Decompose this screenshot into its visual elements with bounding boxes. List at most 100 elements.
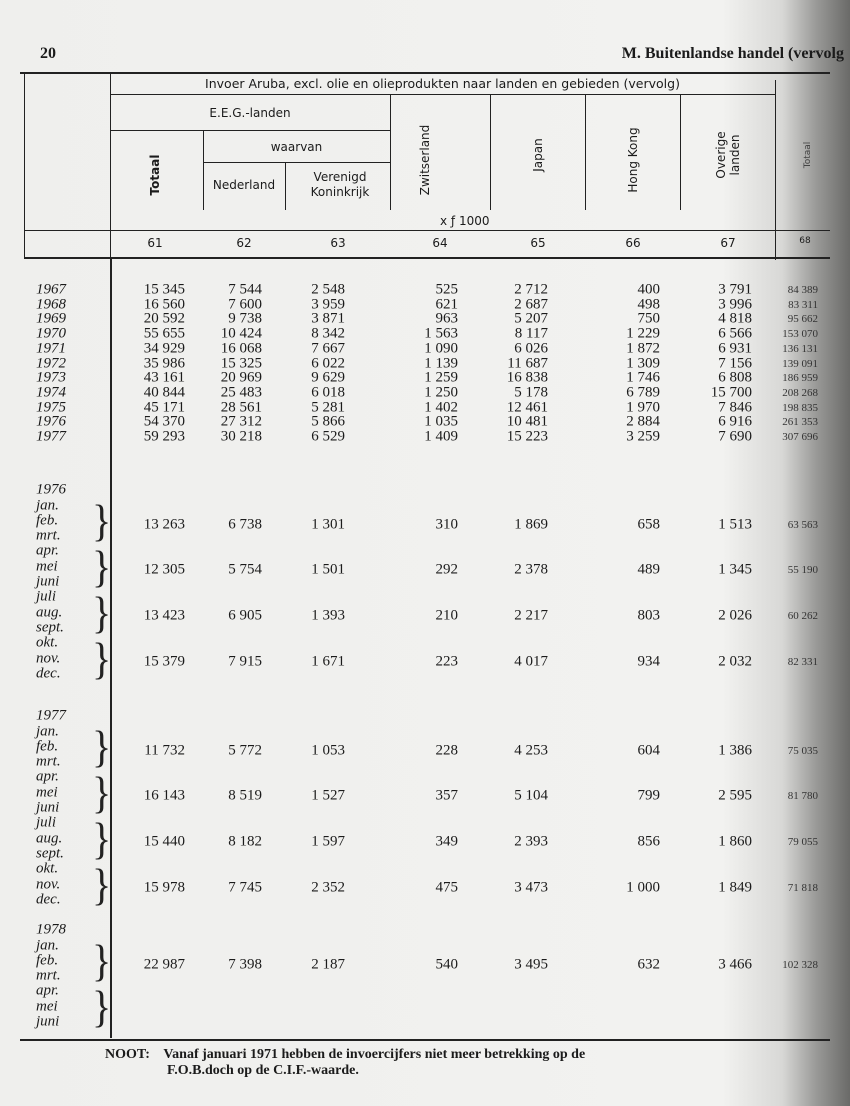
table-cell: 79 055 xyxy=(787,836,818,849)
table-cell: 27 312 xyxy=(220,413,262,430)
row-month-label: mrt. xyxy=(36,527,61,544)
row-year-label: 1972 xyxy=(36,355,66,371)
note: NOOT: Vanaf januari 1971 hebben de invoe… xyxy=(105,1047,755,1079)
col-header-japan: Japan xyxy=(531,138,545,172)
table-cell: 7 600 xyxy=(228,296,262,313)
table-cell: 7 667 xyxy=(311,340,345,357)
table-cell: 186 959 xyxy=(782,372,818,385)
table-cell: 1 501 xyxy=(311,561,345,578)
table-cell: 75 035 xyxy=(787,744,818,757)
col-number: 65 xyxy=(530,236,546,250)
table-cell: 6 916 xyxy=(718,413,752,430)
table-cell: 54 370 xyxy=(143,413,185,430)
table-cell: 6 018 xyxy=(311,384,345,401)
table-cell: 22 987 xyxy=(143,956,185,972)
table-cell: 1 671 xyxy=(311,653,345,670)
row-month-label: sept. xyxy=(36,619,64,636)
col-rule xyxy=(585,94,586,210)
table-cell: 5 104 xyxy=(514,787,548,804)
table-cell: 16 068 xyxy=(220,340,262,357)
table-cell: 15 978 xyxy=(143,879,185,896)
table-cell: 16 560 xyxy=(143,296,185,313)
note-label: NOOT: xyxy=(105,1047,150,1062)
table-cell: 3 959 xyxy=(311,296,345,313)
col-number: 68 xyxy=(799,236,811,246)
table-cell: 2 032 xyxy=(718,653,752,670)
table-cell: 803 xyxy=(637,607,661,624)
table-cell: 55 655 xyxy=(143,325,185,342)
row-month-label: nov. xyxy=(36,650,61,666)
row-month-label: aug. xyxy=(36,604,63,621)
col-rule xyxy=(203,130,204,210)
table-cell: 12 305 xyxy=(143,561,185,578)
table-cell: 3 466 xyxy=(718,956,752,972)
table-cell: 1 597 xyxy=(311,833,345,850)
table-cell: 8 182 xyxy=(228,833,262,850)
row-month-label: juli xyxy=(36,814,57,831)
stub-body-rule xyxy=(110,258,112,1038)
row-month-label: apr. xyxy=(36,982,59,999)
row-month-label: apr. xyxy=(36,542,59,559)
col-header-overige-landen: Overige landen xyxy=(714,131,742,179)
table-bottom-rule xyxy=(20,1039,830,1041)
table-cell: 9 738 xyxy=(228,310,262,327)
table-cell: 12 461 xyxy=(506,399,548,416)
col-header-verenigd-koninkrijk: Verenigd Koninkrijk xyxy=(310,170,370,199)
table-cell: 1 393 xyxy=(311,607,345,624)
table-cell: 71 818 xyxy=(787,882,818,895)
row-year-label: 1974 xyxy=(36,384,66,401)
brace-icon: } xyxy=(92,981,112,1031)
row-year-label: 1977 xyxy=(36,428,66,445)
table-cell: 1 259 xyxy=(424,369,458,386)
table-cell: 83 311 xyxy=(788,298,818,311)
table-cell: 15 440 xyxy=(143,833,185,850)
table-cell: 3 473 xyxy=(514,879,548,896)
table-cell: 2 352 xyxy=(311,879,345,896)
table-cell: 84 389 xyxy=(787,284,818,296)
table-cell: 310 xyxy=(435,516,459,532)
table-cell: 63 563 xyxy=(787,518,818,531)
col-header-zwitserland: Zwitserland xyxy=(418,124,432,196)
col-rule xyxy=(775,80,776,260)
table-cell: 11 732 xyxy=(144,742,185,758)
table-cell: 102 328 xyxy=(782,958,818,971)
table-cell: 489 xyxy=(637,561,661,578)
table-cell: 1 386 xyxy=(718,742,752,758)
table-cell: 604 xyxy=(637,742,661,758)
table-cell: 210 xyxy=(435,607,459,624)
table-cell: 292 xyxy=(435,561,459,578)
table-cell: 1 345 xyxy=(718,561,752,578)
table-cell: 5 281 xyxy=(311,399,345,416)
table-cell: 1 860 xyxy=(718,833,752,850)
table-top-rule xyxy=(20,72,830,74)
col-number: 61 xyxy=(147,236,163,250)
table-cell: 307 696 xyxy=(782,431,818,443)
table-cell: 1 869 xyxy=(514,516,548,532)
table-cell: 475 xyxy=(435,879,459,896)
table-cell: 25 483 xyxy=(220,384,262,401)
row-month-label: mei xyxy=(36,998,58,1015)
table-cell: 5 866 xyxy=(311,413,345,430)
table-cell: 198 835 xyxy=(782,401,818,414)
table-title: Invoer Aruba, excl. olie en olieprodukte… xyxy=(205,76,680,91)
table-cell: 1 872 xyxy=(626,340,660,357)
table-cell: 261 353 xyxy=(782,416,818,429)
row-month-label: jan. xyxy=(36,497,59,513)
table-cell: 6 022 xyxy=(311,355,345,371)
table-cell: 2 548 xyxy=(311,281,345,298)
table-cell: 55 190 xyxy=(787,564,818,577)
row-month-label: juni xyxy=(36,573,60,590)
table-cell: 136 131 xyxy=(782,342,818,355)
table-cell: 349 xyxy=(435,833,459,850)
table-cell: 15 223 xyxy=(506,428,548,445)
waarvan-rule xyxy=(203,162,390,163)
table-cell: 3 495 xyxy=(514,956,548,972)
table-cell: 2 595 xyxy=(718,787,752,804)
row-month-label: mrt. xyxy=(36,967,61,984)
table-cell: 15 379 xyxy=(143,653,185,670)
table-cell: 6 529 xyxy=(311,428,345,445)
table-cell: 30 218 xyxy=(220,428,262,445)
row-year-label: 1971 xyxy=(36,340,66,357)
section-title: M. Buitenlandse handel (vervolg xyxy=(621,45,844,62)
